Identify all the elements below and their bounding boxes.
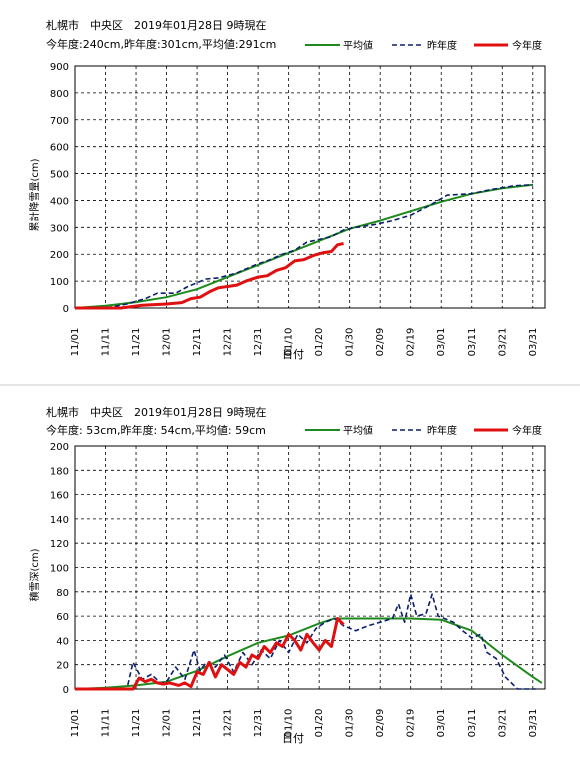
y-tick-label: 80 (56, 588, 69, 599)
y-tick-label: 900 (50, 62, 69, 73)
y-tick-label: 20 (56, 661, 69, 672)
chart2-x-axis-label: 日付 (282, 732, 304, 745)
legend-thisyear-label: 今年度 (512, 424, 542, 437)
chart1-y-axis-label: 累計降雪量(cm) (28, 158, 41, 231)
x-tick-label: 01/20 (314, 709, 325, 738)
chart2-legend: 平均値 昨年度 今年度 (305, 424, 542, 437)
x-tick-label: 02/19 (406, 328, 417, 357)
x-tick-label: 12/11 (192, 709, 203, 738)
y-tick-label: 100 (50, 277, 69, 288)
x-tick-label: 01/30 (345, 328, 356, 357)
y-tick-label: 140 (50, 515, 69, 526)
x-tick-label: 03/31 (528, 709, 539, 738)
y-tick-label: 400 (50, 196, 69, 207)
x-tick-label: 11/11 (101, 328, 112, 357)
y-tick-label: 800 (50, 89, 69, 100)
chart1-legend: 平均値 昨年度 今年度 (305, 39, 542, 52)
plot-frame (74, 445, 546, 690)
this-year-series-line (75, 242, 344, 310)
y-tick-label: 200 (50, 250, 69, 261)
x-tick-label: 12/01 (162, 709, 173, 738)
y-tick-label: 0 (63, 685, 69, 696)
x-tick-label: 01/10 (284, 709, 295, 738)
y-tick-label: 700 (50, 116, 69, 127)
x-tick-label: 01/30 (345, 709, 356, 738)
x-tick-label: 03/21 (497, 709, 508, 738)
y-tick-label: 600 (50, 143, 69, 154)
legend-lastyear-label: 昨年度 (427, 39, 457, 52)
x-tick-label: 11/21 (131, 709, 142, 738)
x-tick-label: 11/01 (70, 709, 81, 738)
y-tick-label: 40 (56, 636, 69, 647)
x-tick-label: 12/21 (223, 709, 234, 738)
average-series-line (74, 617, 543, 690)
y-tick-label: 120 (50, 539, 69, 550)
x-tick-label: 02/09 (375, 328, 386, 357)
this-year-series-line (75, 617, 345, 691)
chart2-summary: 今年度: 53cm,昨年度: 54cm,平均値: 59cm (46, 423, 266, 437)
x-tick-label: 01/20 (314, 328, 325, 357)
x-tick-label: 03/11 (467, 709, 478, 738)
plot-frame (74, 65, 546, 309)
legend-thisyear-label: 今年度 (512, 39, 542, 52)
chart1-x-axis-label: 日付 (282, 348, 304, 361)
chart1-title: 札幌市 中央区 2019年01月28日 9時現在 (46, 18, 266, 32)
snow-depth-chart: 0 20 40 60 80 100 120 140 160 180 200 11/01 11/11 11/… (50, 442, 546, 738)
legend-lastyear-label: 昨年度 (427, 424, 457, 437)
x-tick-label: 12/11 (192, 328, 203, 357)
x-tick-label: 11/01 (70, 328, 81, 357)
x-tick-label: 12/01 (162, 328, 173, 357)
chart1-summary: 今年度:240cm,昨年度:301cm,平均値:291cm (46, 37, 276, 51)
y-tick-label: 300 (50, 223, 69, 234)
x-tick-label: 02/09 (375, 709, 386, 738)
y-tick-label: 0 (63, 304, 69, 315)
x-tick-label: 12/21 (223, 328, 234, 357)
y-tick-label: 160 (50, 491, 69, 502)
average-series-line (74, 183, 533, 309)
y-tick-label: 500 (50, 170, 69, 181)
x-tick-label: 03/01 (436, 328, 447, 357)
x-tick-label: 03/21 (497, 328, 508, 357)
cumulative-snowfall-chart: 0 100 200 300 400 500 600 700 800 900 11/01 11/11 11… (50, 62, 546, 357)
x-tick-label: 11/11 (101, 709, 112, 738)
y-tick-label: 180 (50, 466, 69, 477)
x-tick-label: 12/31 (253, 328, 264, 357)
legend-average-label: 平均値 (343, 424, 373, 437)
x-tick-label: 11/21 (131, 328, 142, 357)
x-tick-label: 02/19 (406, 709, 417, 738)
last-year-series-line (75, 593, 536, 690)
chart2-y-axis-label: 積雪深(cm) (28, 548, 41, 601)
y-tick-label: 100 (50, 564, 69, 575)
x-tick-label: 01/10 (284, 328, 295, 357)
chart2-title: 札幌市 中央区 2019年01月28日 9時現在 (46, 405, 266, 419)
x-tick-label: 12/31 (253, 709, 264, 738)
legend-average-label: 平均値 (343, 39, 373, 52)
x-tick-label: 03/01 (436, 709, 447, 738)
y-tick-label: 200 (50, 442, 69, 453)
x-tick-label: 03/11 (467, 328, 478, 357)
y-tick-label: 60 (56, 612, 69, 623)
x-tick-label: 03/31 (528, 328, 539, 357)
